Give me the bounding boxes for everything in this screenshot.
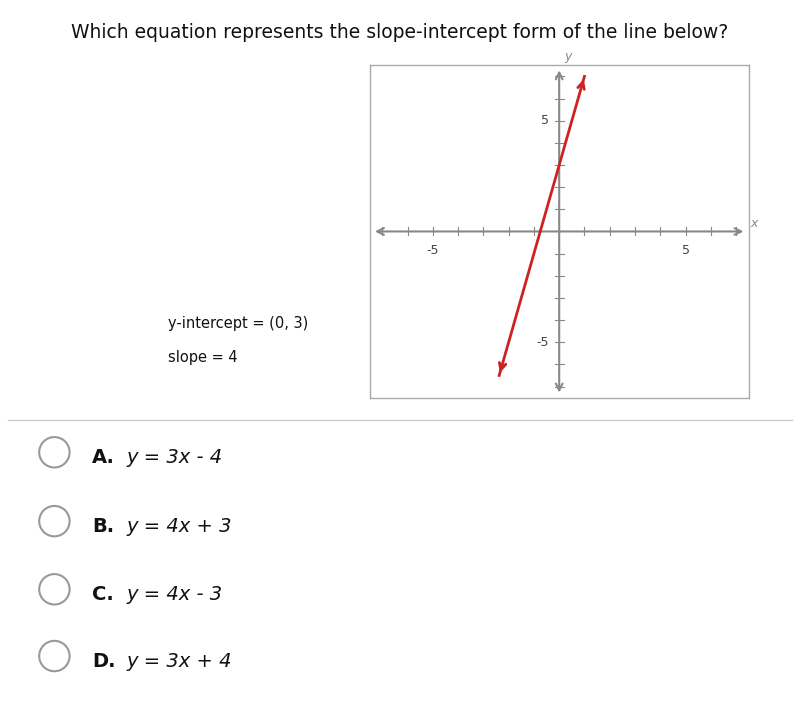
Text: Which equation represents the slope-intercept form of the line below?: Which equation represents the slope-inte… bbox=[71, 23, 729, 42]
Text: B.: B. bbox=[92, 518, 114, 536]
Text: y = 4x + 3: y = 4x + 3 bbox=[126, 518, 232, 536]
Text: y = 4x - 3: y = 4x - 3 bbox=[126, 586, 222, 604]
Text: C.: C. bbox=[92, 586, 114, 604]
Text: y = 3x + 4: y = 3x + 4 bbox=[126, 652, 232, 671]
Text: y = 3x - 4: y = 3x - 4 bbox=[126, 449, 222, 467]
Text: 5: 5 bbox=[682, 244, 690, 256]
Text: A.: A. bbox=[92, 449, 115, 467]
Text: -5: -5 bbox=[426, 244, 439, 256]
Text: y-intercept = (0, 3): y-intercept = (0, 3) bbox=[168, 315, 308, 331]
Text: -5: -5 bbox=[537, 336, 549, 349]
Text: y: y bbox=[564, 50, 572, 63]
Text: x: x bbox=[750, 217, 758, 230]
Text: 5: 5 bbox=[541, 114, 549, 127]
Text: slope = 4: slope = 4 bbox=[168, 349, 238, 365]
Text: D.: D. bbox=[92, 652, 115, 671]
